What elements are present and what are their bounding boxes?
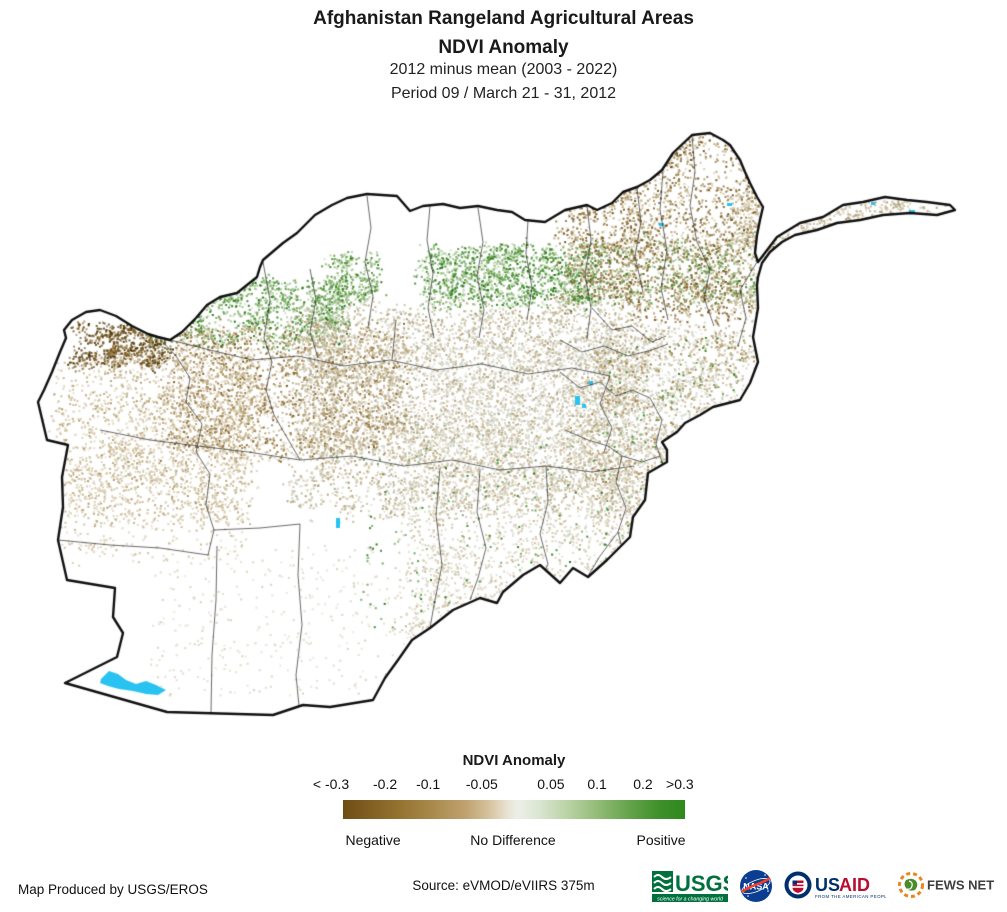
legend-title: NDVI Anomaly [462,752,566,769]
legend-range-label: Positive [636,832,686,848]
produced-by-text: Map Produced by USGS/EROS [18,882,208,897]
fewsnet-ring-icon [898,872,924,898]
fewsnet-logo: FEWS NET [898,872,994,898]
afghanistan-ndvi-map [0,0,1007,750]
svg-text:US: US [815,875,840,895]
legend-range-label: Negative [345,832,401,848]
legend-tick: >0.3 [666,776,694,792]
nasa-logo: NASA [740,870,772,902]
legend-tick: -0.05 [465,776,498,792]
svg-text:NASA: NASA [743,882,769,892]
usaid-logo: US AID FROM THE AMERICAN PEOPLE [784,871,886,899]
source-text: Source: eVMOD/eVIIRS 375m [412,878,595,893]
legend-tick: 0.1 [587,776,607,792]
legend-range-label: No Difference [470,832,556,848]
legend: NDVI Anomaly < -0.3 -0.2 -0.1 -0.05 0.05 0.1 0… [313,752,694,852]
svg-text:USGS: USGS [675,871,728,896]
legend-tick: 0.05 [537,776,565,792]
legend-tick: -0.2 [373,776,398,792]
legend-range-labels: Negative No Difference Positive [343,832,685,850]
period-comparison-text: 2012 minus mean (2003 - 2022) [389,61,618,78]
svg-text:science for a changing world: science for a changing world [657,897,724,903]
legend-tick: 0.2 [633,776,653,792]
period-date-text: Period 09 / March 21 - 31, 2012 [390,85,617,102]
svg-text:AID: AID [839,875,870,895]
fewsnet-globe-icon [904,878,918,891]
usgs-logo: USGS science for a changing world [652,871,728,903]
legend-tick: < -0.3 [312,776,350,792]
svg-text:FROM THE AMERICAN PEOPLE: FROM THE AMERICAN PEOPLE [815,894,886,899]
page-title: Afghanistan Rangeland Agricultural Areas [313,8,694,29]
logo-row: USGS science for a changing world NASA U… [652,866,995,906]
svg-text:FEWS NET: FEWS NET [927,878,994,893]
page-subtitle-ndvi: NDVI Anomaly [438,37,569,58]
legend-tick: -0.1 [416,776,441,792]
legend-color-ramp [343,800,685,819]
usgs-wave-icon [653,874,672,892]
legend-tick-labels: < -0.3 -0.2 -0.1 -0.05 0.05 0.1 0.2 >0.3 [313,776,694,794]
